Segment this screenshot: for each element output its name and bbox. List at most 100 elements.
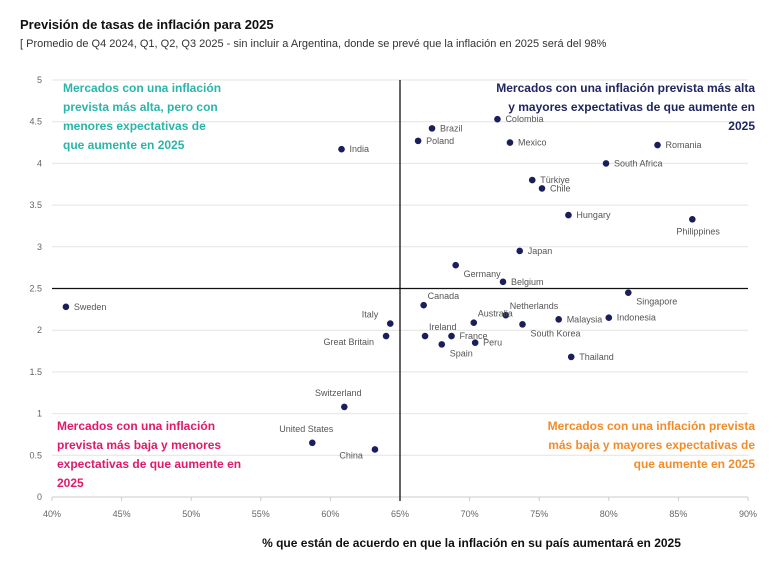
point-marker [624, 289, 632, 296]
point-marker [528, 176, 536, 184]
x-tick-label: 85% [669, 509, 687, 519]
point-marker [516, 247, 524, 255]
data-point-thailand: Thailand [567, 352, 614, 362]
data-point-malaysia: Malaysia [555, 314, 602, 324]
data-point-belgium: Belgium [499, 277, 544, 287]
point-label: Netherlands [510, 301, 559, 311]
y-tick-label: 4.5 [29, 117, 42, 127]
data-point-t-rkiye: Türkiye [528, 175, 570, 185]
point-marker [538, 185, 546, 192]
point-label: Switzerland [315, 388, 362, 398]
point-marker [338, 145, 345, 153]
point-marker [438, 341, 446, 348]
data-point-australia: Australia [470, 309, 513, 326]
point-label: Australia [478, 309, 513, 319]
point-label: Poland [426, 136, 454, 146]
chart-subtitle: [ Promedio de Q4 2024, Q1, Q2, Q3 2025 -… [20, 38, 607, 50]
point-marker [471, 339, 479, 347]
x-tick-label: 65% [391, 509, 409, 519]
y-tick-label: 0.5 [29, 450, 42, 460]
point-marker [382, 332, 390, 340]
data-point-romania: Romania [654, 140, 702, 150]
data-point-indonesia: Indonesia [605, 313, 656, 323]
x-tick-label: 60% [321, 509, 339, 519]
y-tick-label: 5 [37, 75, 42, 85]
quadrant-label-bottom-right: Mercados con una inflación prevista más … [547, 419, 755, 471]
point-marker [567, 353, 575, 361]
data-points: Sweden India Brazil Poland Colombia Mexico Rom… [62, 114, 720, 460]
x-tick-label: 80% [600, 509, 618, 519]
x-tick-label: 90% [739, 509, 757, 519]
point-label: Chile [550, 183, 571, 193]
data-point-italy: Italy [362, 310, 394, 327]
chart-title: Previsión de tasas de inflación para 202… [20, 17, 274, 32]
data-point-switzerland: Switzerland [315, 388, 362, 411]
y-tick-label: 1.5 [29, 367, 42, 377]
point-marker [565, 211, 572, 219]
y-tick-label: 4 [37, 158, 42, 168]
data-point-india: India [338, 144, 369, 154]
point-label: Belgium [511, 277, 544, 287]
point-marker [555, 316, 562, 323]
data-point-spain: Spain [438, 341, 473, 358]
point-label: Peru [483, 338, 502, 348]
data-point-sweden: Sweden [62, 302, 107, 312]
point-marker [452, 261, 459, 269]
point-marker [428, 125, 436, 132]
x-tick-label: 70% [461, 509, 479, 519]
y-tick-label: 1 [37, 409, 42, 419]
point-marker [341, 403, 348, 411]
data-point-mexico: Mexico [506, 138, 547, 148]
data-point-great-britain: Great Britain [324, 332, 390, 347]
x-tick-label: 75% [530, 509, 548, 519]
point-marker [309, 439, 316, 447]
x-tick-label: 40% [43, 509, 61, 519]
data-point-united-states: United States [279, 424, 334, 447]
point-label: Ireland [429, 322, 457, 332]
point-label: Philippines [676, 226, 720, 236]
point-label: Great Britain [324, 337, 375, 347]
y-tick-label: 3 [37, 242, 42, 252]
x-tick-label: 45% [113, 509, 131, 519]
data-point-canada: Canada [420, 291, 460, 309]
quadrant-label-top-right: Mercados con una inflación prevista más … [496, 81, 755, 133]
point-marker [654, 141, 661, 149]
x-tick-label: 50% [182, 509, 200, 519]
point-marker [506, 139, 514, 146]
point-marker [421, 332, 429, 340]
data-point-south-africa: South Africa [602, 158, 663, 168]
point-label: Italy [362, 310, 379, 320]
point-label: South Africa [614, 158, 663, 168]
point-label: Sweden [74, 302, 107, 312]
point-label: China [339, 450, 363, 460]
data-point-brazil: Brazil [428, 123, 463, 133]
point-label: Mexico [518, 138, 547, 148]
data-point-peru: Peru [471, 338, 502, 348]
point-label: Japan [528, 246, 553, 256]
point-marker [386, 320, 394, 327]
data-point-poland: Poland [414, 136, 454, 146]
point-marker [470, 319, 478, 326]
point-label: Canada [428, 291, 460, 301]
point-label: Türkiye [540, 175, 570, 185]
quadrant-label-bottom-left: Mercados con una inflación prevista más … [57, 419, 242, 490]
point-label: Malaysia [567, 314, 603, 324]
data-point-singapore: Singapore [624, 289, 677, 307]
y-tick-label: 0 [37, 492, 42, 502]
x-axis-label: % que están de acuerdo en que la inflaci… [262, 536, 681, 550]
point-label: South Korea [530, 328, 580, 338]
data-point-china: China [339, 446, 379, 460]
point-label: Hungary [576, 210, 611, 220]
point-label: Indonesia [617, 313, 656, 323]
point-marker [420, 301, 427, 309]
point-marker [689, 215, 696, 223]
point-marker [519, 321, 526, 328]
x-tick-label: 55% [252, 509, 270, 519]
y-tick-label: 2 [37, 325, 42, 335]
data-point-ireland: Ireland [421, 322, 457, 340]
data-point-colombia: Colombia [494, 114, 543, 124]
point-marker [371, 446, 379, 453]
data-point-chile: Chile [538, 183, 571, 193]
point-marker [602, 160, 610, 167]
